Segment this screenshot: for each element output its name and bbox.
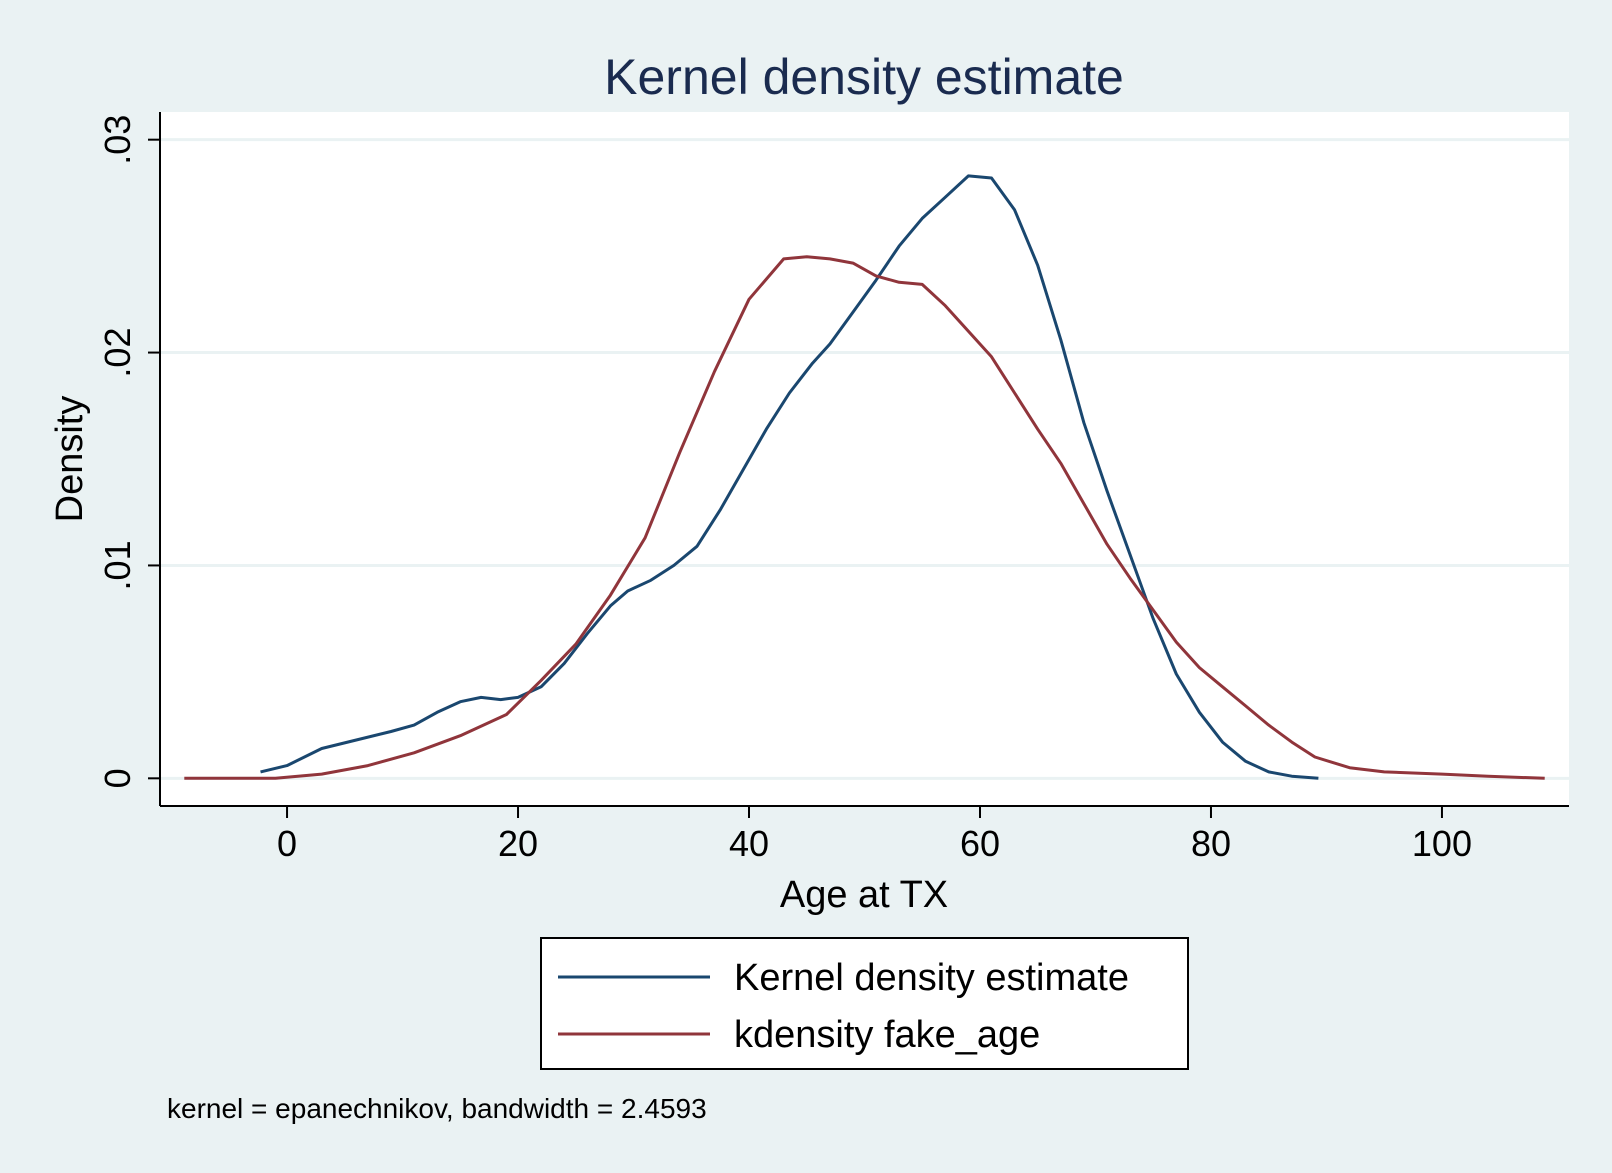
legend: Kernel density estimate kdensity fake_ag… [540,937,1189,1070]
legend-entry-kdensity-fake-age: kdensity fake_age [734,1014,1040,1056]
plot-area [160,112,1569,806]
kernel-note: kernel = epanechnikov, bandwidth = 2.459… [167,1093,707,1124]
x-axis-label: Age at TX [780,874,948,916]
gridlines [160,138,1569,780]
chart-title: Kernel density estimate [604,49,1124,105]
legend-entry-kernel-density-estimate: Kernel density estimate [734,957,1129,999]
x-tick-label-5: 100 [1412,823,1472,864]
legend-box [540,937,1189,1070]
y-tick-label-3: .03 [97,115,138,165]
y-axis-ticks: 0 .01 .02 .03 [97,115,160,788]
y-tick-label-0: 0 [97,768,138,788]
x-tick-label-1: 20 [498,823,538,864]
y-tick-label-1: .01 [97,540,138,590]
series-line-kdensity-fake-age [184,255,1545,780]
x-tick-label-4: 80 [1191,823,1231,864]
y-tick-label-2: .02 [97,328,138,378]
x-tick-label-0: 0 [277,823,297,864]
x-tick-label-3: 60 [960,823,1000,864]
axes [159,112,1569,807]
series-lines [184,174,1545,780]
x-axis-ticks: 0 20 40 60 80 100 [277,806,1472,864]
x-tick-label-2: 40 [729,823,769,864]
series-line-kernel-density-estimate [260,174,1319,780]
y-axis-label: Density [49,396,91,523]
